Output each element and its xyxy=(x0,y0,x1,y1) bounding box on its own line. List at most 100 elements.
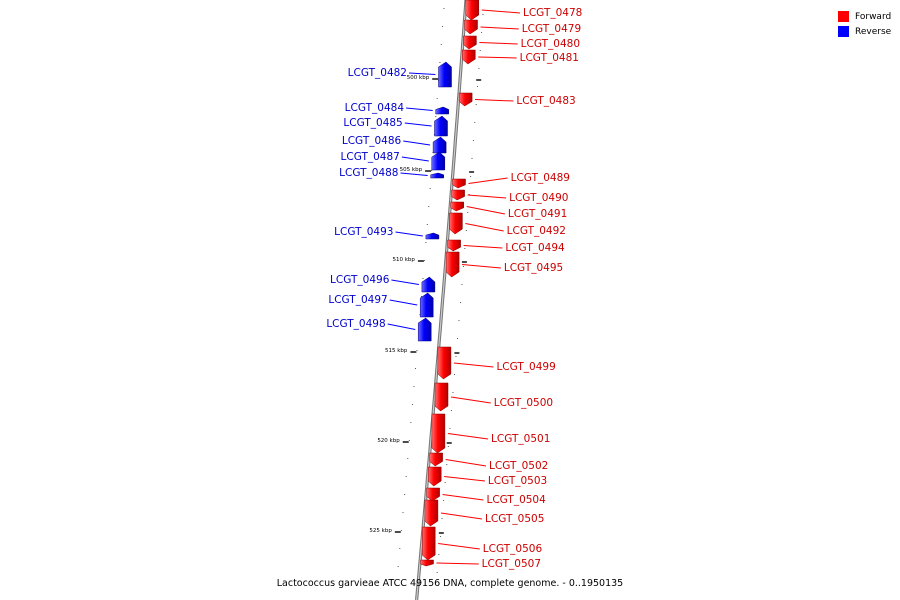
gene-label[interactable]: LCGT_0492 xyxy=(507,225,566,237)
gene-label[interactable]: LCGT_0486 xyxy=(342,135,402,147)
gene-label[interactable]: LCGT_0501 xyxy=(491,433,550,445)
gene-block[interactable] xyxy=(431,151,446,171)
gene-block[interactable] xyxy=(432,136,447,154)
gene-block[interactable] xyxy=(429,452,443,467)
gene-lcgt-0496[interactable]: LCGT_0496 xyxy=(330,274,436,293)
gene-label[interactable]: LCGT_0506 xyxy=(483,543,543,555)
gene-label[interactable]: LCGT_0497 xyxy=(328,294,387,306)
gene-lcgt-0489[interactable]: LCGT_0489 xyxy=(452,172,570,189)
gene-block[interactable] xyxy=(449,212,463,235)
gene-lcgt-0506[interactable]: LCGT_0506 xyxy=(421,526,543,561)
gene-lcgt-0490[interactable]: LCGT_0490 xyxy=(451,189,569,204)
gene-block[interactable] xyxy=(426,487,440,502)
gene-block[interactable] xyxy=(445,251,460,278)
gene-leader-line xyxy=(450,396,491,404)
minor-tick xyxy=(447,446,449,447)
gene-block[interactable] xyxy=(434,382,449,412)
gene-lcgt-0493[interactable]: LCGT_0493 xyxy=(334,226,440,240)
gene-label[interactable]: LCGT_0494 xyxy=(505,242,565,254)
gene-label[interactable]: LCGT_0488 xyxy=(339,167,398,179)
gene-label[interactable]: LCGT_0490 xyxy=(509,192,568,204)
gene-label[interactable]: LCGT_0502 xyxy=(489,460,548,472)
gene-block[interactable] xyxy=(421,276,436,293)
gene-block[interactable] xyxy=(431,413,446,454)
gene-lcgt-0482[interactable]: LCGT_0482 xyxy=(348,61,452,88)
gene-label[interactable]: LCGT_0503 xyxy=(488,475,547,487)
minor-tick xyxy=(461,284,463,285)
gene-label[interactable]: LCGT_0485 xyxy=(343,117,402,129)
gene-block[interactable] xyxy=(427,466,442,487)
gene-block[interactable] xyxy=(463,35,477,50)
minor-tick xyxy=(464,248,466,249)
gene-lcgt-0495[interactable]: LCGT_0495 xyxy=(445,251,563,278)
gene-label[interactable]: LCGT_0480 xyxy=(521,38,580,50)
gene-lcgt-0486[interactable]: LCGT_0486 xyxy=(342,135,447,154)
gene-lcgt-0483[interactable]: LCGT_0483 xyxy=(458,92,576,107)
gene-lcgt-0507[interactable]: LCGT_0507 xyxy=(420,558,542,570)
gene-block[interactable] xyxy=(430,172,444,179)
gene-block[interactable] xyxy=(417,317,432,342)
gene-lcgt-0498[interactable]: LCGT_0498 xyxy=(326,317,432,342)
gene-label[interactable]: LCGT_0484 xyxy=(345,102,405,114)
gene-label[interactable]: LCGT_0498 xyxy=(326,318,385,330)
gene-label[interactable]: LCGT_0505 xyxy=(485,513,544,525)
gene-lcgt-0505[interactable]: LCGT_0505 xyxy=(424,499,544,527)
gene-block[interactable] xyxy=(420,559,434,567)
gene-leader-line xyxy=(436,562,479,565)
gene-lcgt-0497[interactable]: LCGT_0497 xyxy=(328,292,434,318)
gene-block[interactable] xyxy=(438,61,452,88)
gene-block[interactable] xyxy=(425,232,440,240)
minor-tick xyxy=(440,44,442,45)
gene-label[interactable]: LCGT_0489 xyxy=(511,172,570,184)
gene-label[interactable]: LCGT_0483 xyxy=(516,95,575,107)
gene-lcgt-0491[interactable]: LCGT_0491 xyxy=(450,201,568,220)
gene-block[interactable] xyxy=(464,19,478,35)
gene-lcgt-0502[interactable]: LCGT_0502 xyxy=(429,452,549,472)
minor-tick xyxy=(443,500,445,501)
gene-label[interactable]: LCGT_0504 xyxy=(486,494,546,506)
gene-lcgt-0484[interactable]: LCGT_0484 xyxy=(345,102,449,115)
gene-label[interactable]: LCGT_0499 xyxy=(496,361,555,373)
minor-tick xyxy=(459,302,461,303)
gene-label[interactable]: LCGT_0500 xyxy=(494,397,553,409)
gene-block[interactable] xyxy=(421,526,436,561)
gene-label[interactable]: LCGT_0493 xyxy=(334,226,393,238)
gene-label[interactable]: LCGT_0482 xyxy=(348,67,407,79)
gene-block[interactable] xyxy=(447,239,461,252)
gene-lcgt-0492[interactable]: LCGT_0492 xyxy=(449,212,566,237)
gene-lcgt-0500[interactable]: LCGT_0500 xyxy=(434,382,553,412)
gene-block[interactable] xyxy=(424,499,439,527)
gene-block[interactable] xyxy=(437,346,452,380)
gene-label[interactable]: LCGT_0495 xyxy=(504,262,563,274)
gene-label[interactable]: LCGT_0481 xyxy=(520,52,579,64)
gene-block[interactable] xyxy=(434,115,448,137)
gene-lcgt-0487[interactable]: LCGT_0487 xyxy=(341,151,446,171)
gene-lcgt-0503[interactable]: LCGT_0503 xyxy=(427,466,547,487)
gene-block[interactable] xyxy=(435,106,449,115)
gene-label[interactable]: LCGT_0487 xyxy=(341,151,400,163)
kbp-ticks: 500 kbp 505 kbp 510 kbp 515 kbp 520 kbp 525 k… xyxy=(369,8,484,573)
gene-label[interactable]: LCGT_0478 xyxy=(523,7,582,19)
minor-tick xyxy=(405,476,407,477)
gene-lcgt-0485[interactable]: LCGT_0485 xyxy=(343,115,448,137)
gene-block[interactable] xyxy=(452,178,466,189)
gene-lcgt-0488[interactable]: LCGT_0488 xyxy=(339,167,444,179)
gene-label[interactable]: LCGT_0491 xyxy=(508,208,567,220)
gene-lcgt-0504[interactable]: LCGT_0504 xyxy=(426,487,547,506)
gene-lcgt-0479[interactable]: LCGT_0479 xyxy=(464,19,582,35)
gene-block[interactable] xyxy=(419,292,434,318)
gene-block[interactable] xyxy=(450,201,464,212)
gene-block[interactable] xyxy=(465,0,480,21)
gene-block[interactable] xyxy=(458,92,473,107)
gene-lcgt-0501[interactable]: LCGT_0501 xyxy=(431,413,550,454)
gene-block[interactable] xyxy=(462,49,476,65)
gene-lcgt-0494[interactable]: LCGT_0494 xyxy=(447,239,565,254)
gene-label[interactable]: LCGT_0496 xyxy=(330,274,390,286)
gene-lcgt-0480[interactable]: LCGT_0480 xyxy=(463,35,580,50)
gene-label[interactable]: LCGT_0479 xyxy=(522,23,581,35)
gene-label[interactable]: LCGT_0507 xyxy=(482,558,541,570)
gene-lcgt-0499[interactable]: LCGT_0499 xyxy=(437,346,556,380)
gene-block[interactable] xyxy=(451,189,465,201)
gene-lcgt-0481[interactable]: LCGT_0481 xyxy=(462,49,579,65)
gene-lcgt-0478[interactable]: LCGT_0478 xyxy=(465,0,583,21)
